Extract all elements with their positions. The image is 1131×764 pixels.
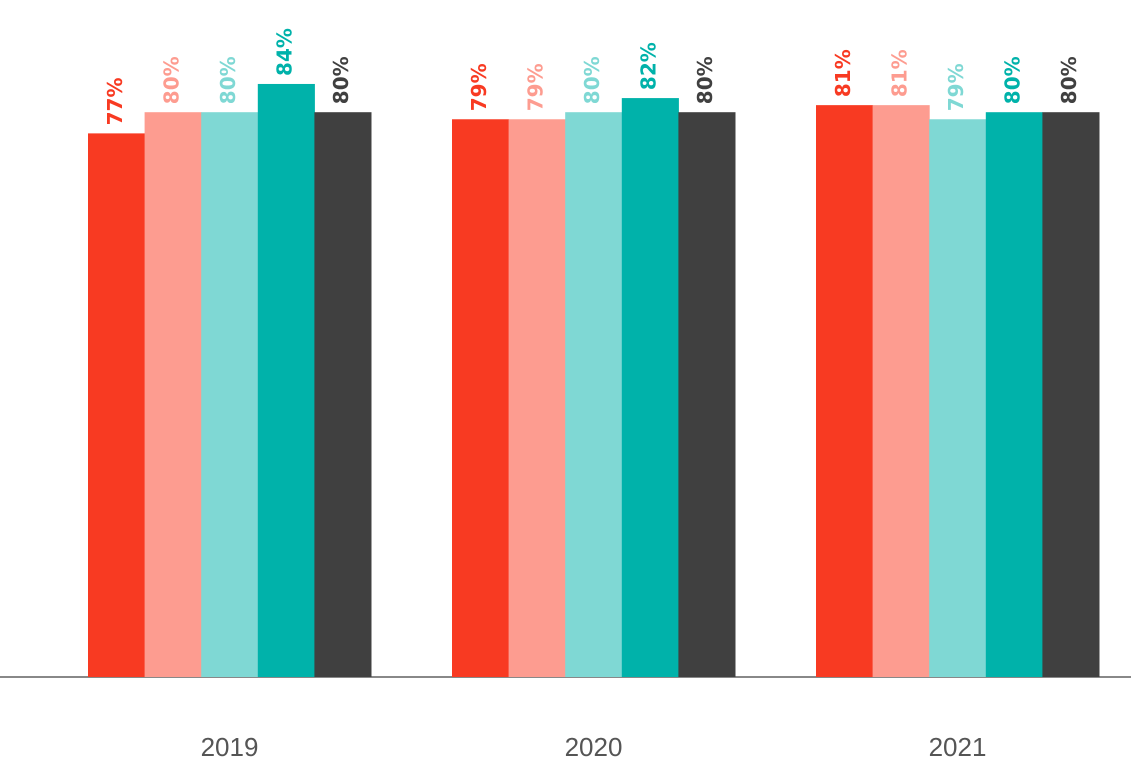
x-tick-label: 2019	[201, 732, 259, 762]
x-tick-label: 2020	[565, 732, 623, 762]
bar	[816, 105, 874, 677]
value-label: 80%	[329, 56, 353, 104]
bar	[144, 112, 202, 677]
value-label: 80%	[1001, 56, 1025, 104]
value-label: 80%	[159, 56, 183, 104]
value-label: 80%	[693, 56, 717, 104]
bar	[452, 119, 510, 677]
bar	[985, 112, 1043, 677]
bar	[872, 105, 930, 677]
bar	[314, 112, 372, 677]
value-label: 80%	[580, 56, 604, 104]
value-label: 84%	[273, 28, 297, 76]
value-label: 80%	[216, 56, 240, 104]
value-label: 80%	[1057, 56, 1081, 104]
value-label: 77%	[103, 78, 127, 126]
bar	[257, 83, 315, 677]
x-tick-label: 2021	[929, 732, 987, 762]
value-label: 81%	[831, 49, 855, 97]
value-label: 82%	[637, 42, 661, 90]
value-label: 79%	[467, 63, 491, 111]
value-label: 79%	[523, 63, 547, 111]
bar	[508, 119, 566, 677]
bar	[1042, 112, 1100, 677]
bar	[565, 112, 623, 677]
bar	[201, 112, 259, 677]
value-label: 81%	[887, 49, 911, 97]
bar	[929, 119, 987, 677]
bar	[88, 133, 146, 677]
bar	[621, 98, 679, 677]
bar	[678, 112, 736, 677]
value-label: 79%	[944, 63, 968, 111]
